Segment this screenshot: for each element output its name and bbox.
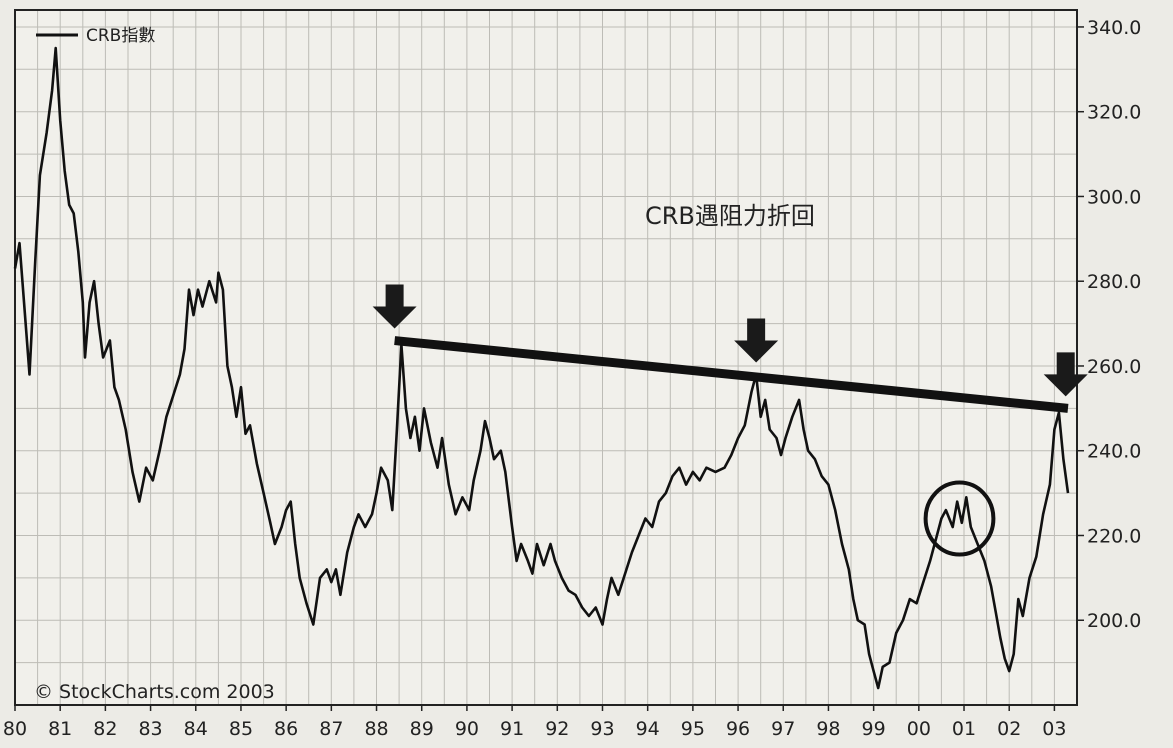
x-tick-label: 83 [138,718,162,740]
y-tick-label: 240.0 [1087,441,1141,463]
y-tick-label: 220.0 [1087,525,1141,547]
x-tick-label: 90 [455,718,479,740]
x-tick-label: 84 [184,718,208,740]
y-tick-label: 320.0 [1087,102,1141,124]
x-tick-label: 82 [93,718,117,740]
grid [15,10,1077,705]
plot-frame [14,9,1078,706]
x-tick-label: 93 [590,718,614,740]
x-axis-ticks: 80 81 82 83 84 85 86 87 88 89 90 91 92 93 94 95 96 97 98 99… [3,705,1066,740]
x-tick-label: 92 [545,718,569,740]
legend-label: CRB指數 [86,26,155,46]
x-tick-label: 96 [726,718,750,740]
x-tick-label: 81 [48,718,72,740]
x-tick-label: 95 [681,718,705,740]
x-tick-label: 99 [862,718,886,740]
y-tick-label: 340.0 [1087,17,1141,39]
x-tick-label: 91 [500,718,524,740]
y-tick-label: 300.0 [1087,186,1141,208]
x-tick-label: 98 [816,718,840,740]
x-tick-label: 87 [319,718,343,740]
down-arrow-icon [1043,352,1088,397]
y-tick-label: 200.0 [1087,610,1141,632]
x-tick-label: 00 [907,718,931,740]
x-tick-label: 94 [636,718,660,740]
x-tick-label: 02 [997,718,1021,740]
x-tick-label: 85 [229,718,253,740]
legend: CRB指數 [36,26,155,46]
x-tick-label: 88 [364,718,388,740]
down-arrow-icon [734,318,779,363]
highlight-circle [923,480,996,557]
copyright-text: © StockCharts.com 2003 [34,681,275,703]
crb-index-line [13,46,1070,690]
resistance-trendline [394,336,1069,413]
y-tick-label: 280.0 [1087,271,1141,293]
down-arrow-icon [372,284,417,329]
x-tick-label: 86 [274,718,298,740]
x-tick-label: 80 [3,718,27,740]
down-arrows [372,284,1088,397]
y-tick-label: 260.0 [1087,356,1141,378]
x-tick-label: 03 [1042,718,1066,740]
x-tick-label: 01 [952,718,976,740]
x-tick-label: 97 [771,718,795,740]
annotation-text: CRB遇阻力折回 [645,202,815,230]
y-axis-ticks: 200.0 220.0 240.0 260.0 280.0 300.0 320.0 340.0 [1077,17,1141,632]
x-tick-label: 89 [410,718,434,740]
